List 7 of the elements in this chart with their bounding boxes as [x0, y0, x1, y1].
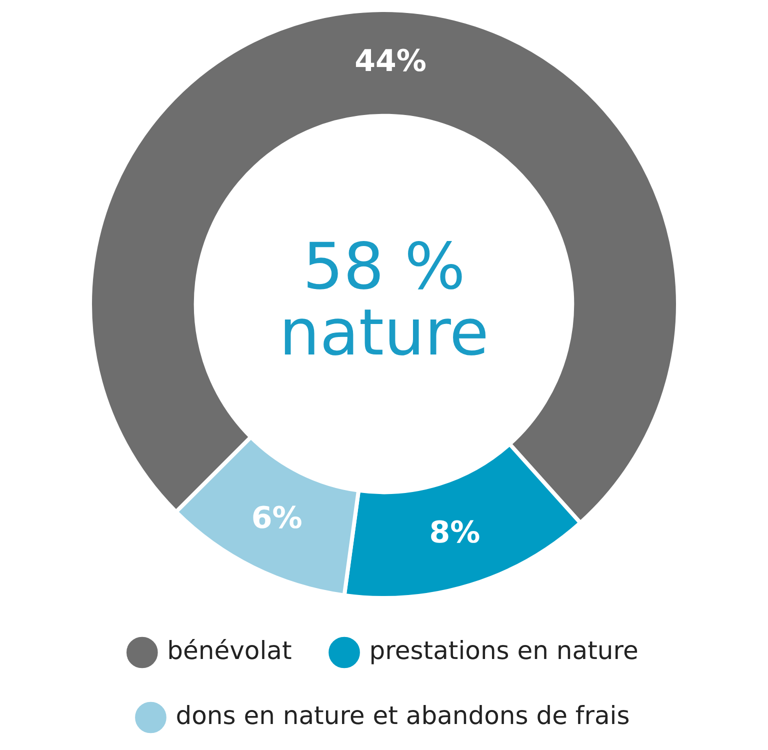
data-label: 6%	[251, 500, 302, 536]
legend-label: prestations en nature	[369, 636, 638, 665]
legend-label: bénévolat	[167, 636, 292, 665]
data-label: 8%	[429, 515, 480, 550]
text: 58 % nature	[279, 230, 489, 371]
data-label: 44%	[354, 44, 426, 79]
legend-label: dons en nature et abandons de frais	[176, 701, 630, 730]
